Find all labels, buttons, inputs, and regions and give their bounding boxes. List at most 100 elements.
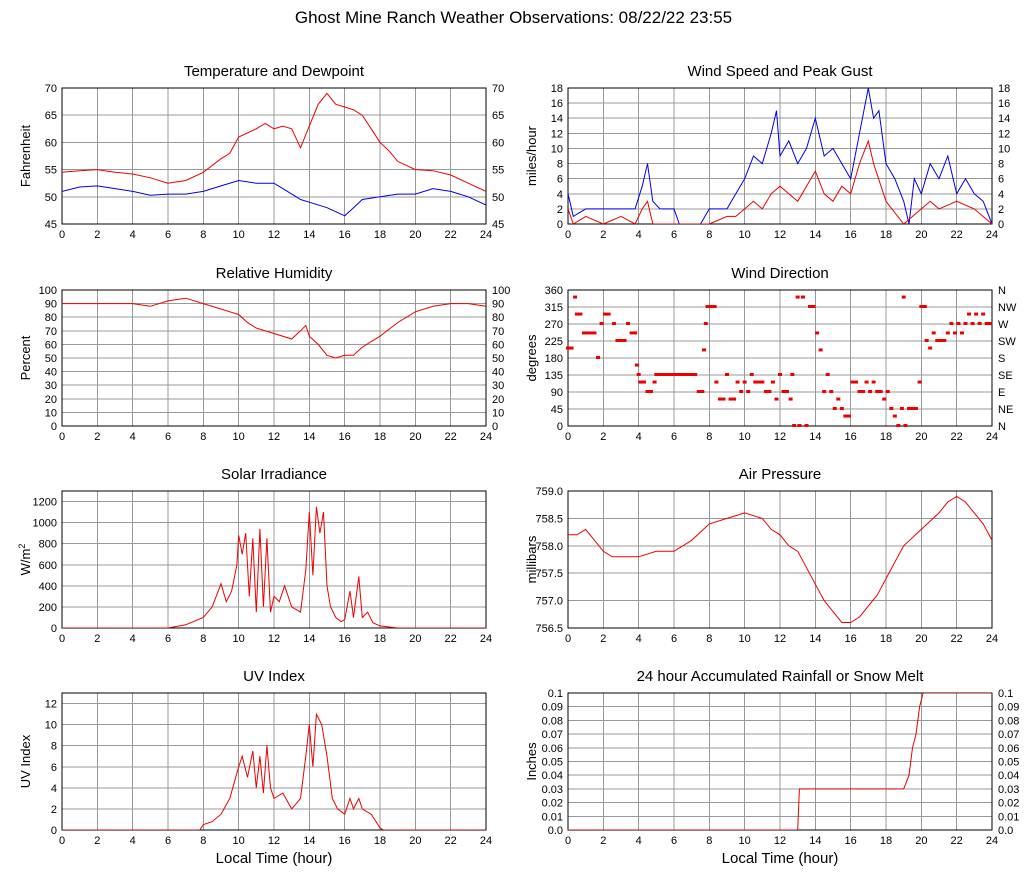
data-point: [853, 380, 858, 384]
x-tick-label: 18: [374, 633, 386, 645]
x-axis-label: Local Time (hour): [216, 850, 333, 867]
x-tick-label: 14: [303, 431, 315, 443]
x-tick-label: 14: [303, 835, 315, 847]
x-tick-label: 8: [200, 835, 206, 847]
right-y-tick-label: 80: [492, 312, 504, 324]
x-tick-label: 8: [200, 431, 206, 443]
series-line: [568, 495, 992, 623]
data-point: [945, 331, 950, 335]
series-line: [62, 179, 486, 217]
data-point: [788, 397, 793, 401]
data-point: [875, 390, 880, 393]
x-tick-label: 22: [445, 229, 457, 241]
right-y-tick-label: 14: [998, 113, 1010, 125]
data-point: [749, 373, 754, 376]
y-tick-label: 0.03: [542, 784, 563, 796]
y-tick-label: 16: [551, 98, 563, 110]
data-point: [970, 322, 975, 325]
y-tick-label: 60: [45, 137, 57, 149]
data-point: [654, 373, 659, 376]
y-tick-label: 90: [45, 299, 57, 311]
right-y-tick-label: SE: [998, 370, 1013, 382]
data-point: [795, 295, 800, 299]
data-point: [917, 380, 922, 384]
y-tick-label: 800: [39, 539, 57, 551]
x-tick-label: 0: [59, 229, 65, 241]
page-title: Ghost Mine Ranch Weather Observations: 0…: [294, 8, 733, 27]
y-tick-label: 135: [545, 370, 563, 382]
x-tick-label: 0: [59, 633, 65, 645]
data-point: [770, 380, 775, 384]
data-point: [566, 346, 570, 350]
y-tick-label: 55: [45, 165, 57, 177]
x-tick-label: 18: [374, 229, 386, 241]
x-tick-label: 4: [130, 835, 136, 847]
right-y-tick-label: 0.04: [998, 770, 1019, 782]
data-point: [781, 390, 786, 393]
x-tick-label: 24: [480, 229, 492, 241]
data-point: [963, 322, 968, 325]
data-point: [649, 390, 654, 393]
y-tick-label: 60: [45, 339, 57, 351]
x-tick-label: 24: [986, 633, 998, 645]
data-point: [896, 424, 901, 427]
data-point: [815, 331, 820, 335]
x-tick-label: 16: [845, 431, 857, 443]
x-tick-label: 22: [951, 229, 963, 241]
x-tick-label: 8: [706, 431, 712, 443]
x-tick-label: 16: [339, 835, 351, 847]
x-tick-label: 4: [636, 431, 642, 443]
data-point: [938, 339, 943, 342]
y-axis-label: W/m2: [17, 544, 33, 576]
y-tick-label: 0.01: [542, 811, 563, 823]
x-tick-label: 20: [915, 431, 927, 443]
y-tick-label: 0: [557, 421, 563, 433]
y-axis-label: UV Index: [18, 734, 33, 788]
x-tick-label: 6: [165, 229, 171, 241]
y-axis-label: Percent: [18, 335, 33, 380]
right-y-tick-label: NE: [998, 404, 1013, 416]
right-y-tick-label: S: [998, 353, 1005, 365]
x-tick-label: 22: [951, 633, 963, 645]
x-tick-label: 14: [303, 229, 315, 241]
data-point: [599, 322, 604, 325]
y-tick-label: 360: [545, 285, 563, 297]
x-tick-label: 12: [774, 835, 786, 847]
x-tick-label: 14: [303, 633, 315, 645]
data-point: [585, 331, 590, 335]
y-tick-label: 180: [545, 353, 563, 365]
data-point: [797, 424, 802, 427]
plot-frame: [567, 289, 993, 427]
y-tick-label: 0.05: [542, 757, 563, 769]
data-point: [668, 373, 673, 376]
data-point: [857, 390, 862, 393]
data-point: [774, 397, 779, 401]
data-point: [942, 339, 947, 342]
y-tick-label: 90: [551, 387, 563, 399]
x-tick-label: 4: [636, 229, 642, 241]
data-point: [763, 390, 768, 393]
x-tick-label: 10: [233, 431, 245, 443]
right-y-tick-label: 30: [492, 380, 504, 392]
data-point: [606, 312, 611, 316]
data-point: [735, 380, 740, 384]
data-point: [818, 348, 823, 352]
data-point: [850, 380, 855, 384]
data-point: [956, 322, 961, 325]
data-point: [864, 380, 869, 384]
data-point: [728, 397, 733, 401]
y-tick-label: 0: [557, 219, 563, 231]
data-point: [829, 390, 834, 393]
x-tick-label: 2: [600, 431, 606, 443]
data-point: [871, 380, 876, 384]
data-point: [664, 373, 669, 376]
y-tick-label: 0: [51, 623, 57, 635]
x-tick-label: 6: [165, 835, 171, 847]
x-tick-label: 6: [671, 633, 677, 645]
y-tick-label: 758.5: [535, 513, 563, 525]
x-tick-label: 12: [774, 229, 786, 241]
data-point: [832, 407, 837, 410]
x-axis-label: Local Time (hour): [722, 850, 839, 867]
data-point: [661, 373, 666, 376]
